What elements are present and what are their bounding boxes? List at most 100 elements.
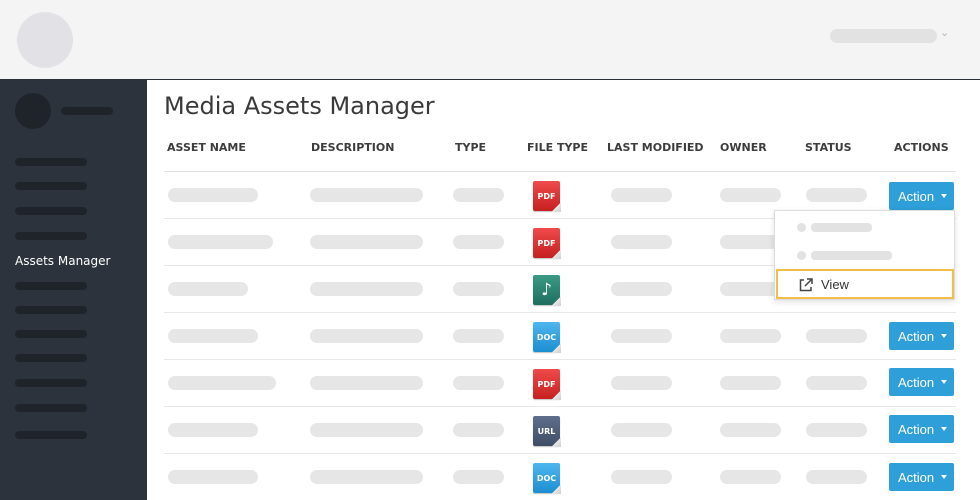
pdf-file-icon: PDF	[533, 369, 561, 400]
table-row[interactable]: PDF	[164, 219, 956, 266]
external-link-icon	[799, 278, 813, 292]
sidebar-item[interactable]	[15, 207, 87, 215]
owner-placeholder	[720, 376, 781, 390]
header-divider	[164, 171, 956, 172]
owner-placeholder	[720, 470, 781, 484]
action-button[interactable]: Action	[889, 463, 954, 491]
column-header-asset-name[interactable]: ASSET NAME	[167, 141, 246, 154]
caret-down-icon	[941, 194, 947, 198]
type-placeholder	[453, 235, 504, 249]
asset-name-placeholder	[168, 376, 276, 390]
top-bar: ⌄	[0, 0, 980, 80]
action-dropdown-menu: View	[774, 210, 955, 300]
description-placeholder	[310, 423, 423, 437]
page-title: Media Assets Manager	[164, 92, 435, 120]
sidebar-item[interactable]	[15, 354, 87, 362]
action-button-label: Action	[898, 469, 935, 485]
status-placeholder	[806, 329, 867, 343]
last-modified-placeholder	[611, 329, 672, 343]
table-row[interactable]: URL Action	[164, 407, 956, 454]
sidebar: Assets Manager	[0, 80, 147, 500]
sidebar-item[interactable]	[15, 404, 87, 412]
table-row[interactable]: DOC Action	[164, 454, 956, 500]
column-header-type[interactable]: TYPE	[455, 141, 487, 154]
caret-down-icon	[941, 475, 947, 479]
column-header-owner[interactable]: OWNER	[720, 141, 767, 154]
menu-item-bullet	[797, 251, 806, 260]
menu-item-bullet	[797, 223, 806, 232]
type-placeholder	[453, 376, 504, 390]
status-placeholder	[806, 423, 867, 437]
description-placeholder	[310, 235, 423, 249]
type-placeholder	[453, 282, 504, 296]
column-header-file-type[interactable]: FILE TYPE	[527, 141, 589, 154]
action-button-label: Action	[898, 328, 935, 344]
avatar	[15, 93, 51, 129]
status-placeholder	[806, 470, 867, 484]
sidebar-item-assets-manager[interactable]: Assets Manager	[15, 254, 111, 268]
sidebar-username-placeholder	[61, 107, 113, 115]
asset-name-placeholder	[168, 188, 258, 202]
column-header-last-modified[interactable]: LAST MODIFIED	[607, 141, 704, 154]
sidebar-item[interactable]	[15, 306, 87, 314]
doc-file-icon: DOC	[533, 463, 561, 494]
owner-placeholder	[720, 235, 781, 249]
caret-down-icon	[941, 427, 947, 431]
url-file-icon: URL	[533, 416, 561, 447]
table-row[interactable]: PDF Action	[164, 360, 956, 407]
sidebar-item[interactable]	[15, 379, 87, 387]
type-placeholder	[453, 423, 504, 437]
asset-name-placeholder	[168, 423, 258, 437]
action-button[interactable]: Action	[889, 415, 954, 443]
caret-down-icon	[941, 334, 947, 338]
menu-item-placeholder[interactable]	[811, 223, 872, 232]
sidebar-item[interactable]	[15, 330, 87, 338]
sidebar-item[interactable]	[15, 282, 87, 290]
last-modified-placeholder	[611, 470, 672, 484]
chevron-down-icon[interactable]: ⌄	[940, 26, 950, 39]
column-header-actions: ACTIONS	[894, 141, 949, 154]
action-button-label: Action	[898, 188, 935, 204]
action-button-label: Action	[898, 421, 935, 437]
user-menu-placeholder[interactable]	[830, 29, 937, 43]
doc-file-icon: DOC	[533, 322, 561, 353]
sidebar-item[interactable]	[15, 158, 87, 166]
action-button[interactable]: Action	[889, 368, 954, 396]
sidebar-item[interactable]	[15, 182, 87, 190]
column-header-status[interactable]: STATUS	[805, 141, 852, 154]
last-modified-placeholder	[611, 188, 672, 202]
description-placeholder	[310, 470, 423, 484]
type-placeholder	[453, 188, 504, 202]
owner-placeholder	[720, 423, 781, 437]
last-modified-placeholder	[611, 235, 672, 249]
description-placeholder	[310, 188, 423, 202]
asset-name-placeholder	[168, 470, 258, 484]
table-row[interactable]: DOC Action	[164, 313, 956, 360]
pdf-file-icon: PDF	[533, 181, 561, 212]
audio-file-icon: ♪	[533, 275, 561, 306]
sidebar-item[interactable]	[15, 431, 87, 439]
table-row[interactable]: PDF Action	[164, 172, 956, 219]
owner-placeholder	[720, 188, 781, 202]
description-placeholder	[310, 376, 423, 390]
menu-item-view[interactable]: View	[776, 269, 954, 299]
asset-name-placeholder	[168, 329, 258, 343]
table-row[interactable]: ♪	[164, 266, 956, 313]
owner-placeholder	[720, 282, 781, 296]
sidebar-item[interactable]	[15, 232, 87, 240]
asset-name-placeholder	[168, 235, 273, 249]
last-modified-placeholder	[611, 376, 672, 390]
action-button[interactable]: Action	[889, 322, 954, 350]
menu-item-view-label: View	[821, 277, 849, 292]
status-placeholder	[806, 188, 867, 202]
column-header-description[interactable]: DESCRIPTION	[311, 141, 395, 154]
logo-placeholder	[17, 12, 73, 68]
menu-item-placeholder[interactable]	[811, 251, 892, 260]
description-placeholder	[310, 329, 423, 343]
action-button[interactable]: Action	[889, 182, 954, 210]
type-placeholder	[453, 329, 504, 343]
action-button-label: Action	[898, 374, 935, 390]
caret-down-icon	[941, 380, 947, 384]
asset-name-placeholder	[168, 282, 248, 296]
pdf-file-icon: PDF	[533, 228, 561, 259]
